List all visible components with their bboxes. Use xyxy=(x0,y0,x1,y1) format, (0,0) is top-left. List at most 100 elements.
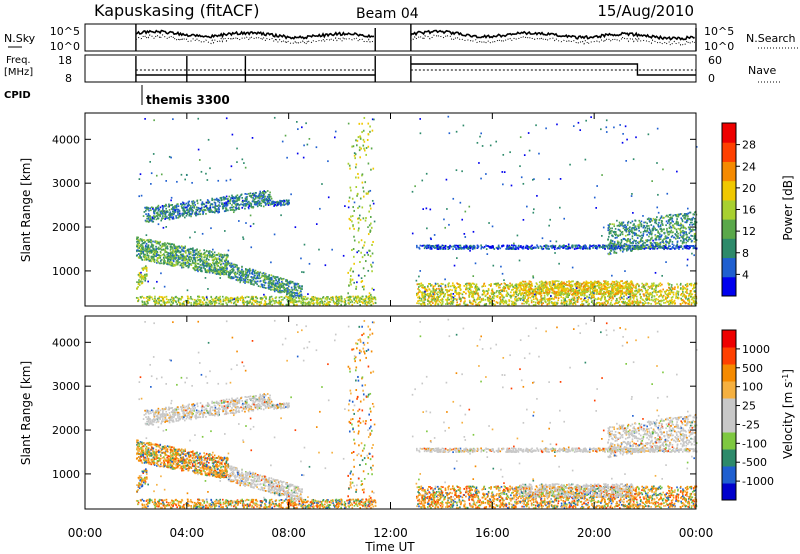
power-cell xyxy=(143,239,145,241)
power-cell xyxy=(521,247,524,250)
power-cell xyxy=(262,198,265,201)
power-cell xyxy=(573,248,576,250)
power-cell xyxy=(206,257,208,260)
power-cell xyxy=(667,245,670,248)
power-cell xyxy=(236,266,238,269)
power-cell xyxy=(658,236,660,239)
power-cell xyxy=(683,232,685,235)
power-cell xyxy=(348,303,350,305)
power-cell xyxy=(525,293,527,296)
power-cell xyxy=(655,229,657,231)
power-cell xyxy=(440,303,443,306)
power-cell xyxy=(214,207,217,210)
power-cell xyxy=(687,297,690,300)
power-cell xyxy=(158,297,160,300)
power-cell xyxy=(250,194,253,197)
power-cell xyxy=(219,197,222,199)
power-cell xyxy=(263,286,266,289)
power-cell xyxy=(245,273,248,276)
power-cell xyxy=(250,279,252,282)
power-cell xyxy=(635,247,637,250)
power-cell xyxy=(301,288,303,290)
power-cell xyxy=(206,199,209,201)
power-cell xyxy=(140,275,142,278)
power-cell xyxy=(167,261,169,264)
power-cell xyxy=(622,221,625,224)
power-cell xyxy=(226,262,229,264)
power-cell xyxy=(670,296,673,299)
power-cell xyxy=(631,235,634,238)
power-cell xyxy=(138,274,140,277)
power-cell xyxy=(164,256,167,259)
power-cell xyxy=(212,206,214,209)
power-cell xyxy=(264,272,267,275)
power-cell xyxy=(195,299,198,302)
power-cell xyxy=(510,284,512,287)
power-cell xyxy=(156,256,159,259)
power-cell xyxy=(499,291,502,294)
power-cell xyxy=(473,247,476,250)
power-cell xyxy=(564,301,566,304)
power-cell xyxy=(183,206,185,208)
power-cell xyxy=(278,296,281,299)
power-cell xyxy=(209,263,211,266)
power-cell xyxy=(184,245,187,248)
power-cell xyxy=(552,245,555,248)
power-cell xyxy=(155,248,157,250)
power-cell xyxy=(680,292,683,295)
power-cell xyxy=(439,246,442,249)
power-cell xyxy=(685,219,688,222)
noise-left-tick-bottom: 10^0 xyxy=(50,40,80,53)
power-cell xyxy=(326,302,328,305)
power-cell xyxy=(178,250,180,252)
power-cell xyxy=(657,290,660,293)
power-cell xyxy=(648,299,651,301)
power-cell xyxy=(557,299,560,302)
power-cell xyxy=(364,301,367,304)
power-cell xyxy=(233,272,236,274)
power-cell xyxy=(244,279,246,282)
power-cell xyxy=(179,302,181,304)
power-cell xyxy=(646,224,648,227)
power-cell xyxy=(651,298,653,301)
power-cell xyxy=(626,249,628,252)
power-cell xyxy=(688,238,691,241)
power-cell xyxy=(182,202,185,205)
power-cell xyxy=(166,217,168,220)
power-cell xyxy=(174,247,176,250)
power-cell xyxy=(283,297,286,299)
power-cell xyxy=(145,275,147,278)
power-cell xyxy=(285,278,287,281)
power-cell xyxy=(172,302,174,305)
power-cell xyxy=(292,299,295,302)
power-cell xyxy=(191,262,194,264)
power-cell xyxy=(320,299,323,302)
power-cell xyxy=(663,248,665,250)
power-cell xyxy=(259,280,262,282)
power-cell xyxy=(243,203,245,205)
power-cell xyxy=(515,246,517,248)
power-cell xyxy=(589,292,592,295)
power-cell xyxy=(258,204,261,207)
power-cell xyxy=(565,302,568,305)
power-cell xyxy=(177,216,180,219)
power-cell xyxy=(215,258,218,261)
power-cell xyxy=(460,247,463,250)
power-cell xyxy=(609,246,612,249)
power-cell xyxy=(212,259,215,262)
power-cell xyxy=(139,273,141,275)
power-cell xyxy=(182,255,185,258)
power-cell xyxy=(331,296,333,299)
power-cell xyxy=(685,290,688,293)
power-cell xyxy=(645,239,647,242)
power-cell xyxy=(474,287,476,289)
power-cell xyxy=(693,283,696,286)
power-cell xyxy=(136,244,139,246)
power-cell xyxy=(628,231,630,234)
power-cell xyxy=(269,195,272,198)
power-cell xyxy=(210,263,213,266)
power-cell xyxy=(692,229,695,231)
power-cell xyxy=(619,244,622,247)
power-cell xyxy=(232,199,235,202)
power-cell xyxy=(168,255,170,258)
